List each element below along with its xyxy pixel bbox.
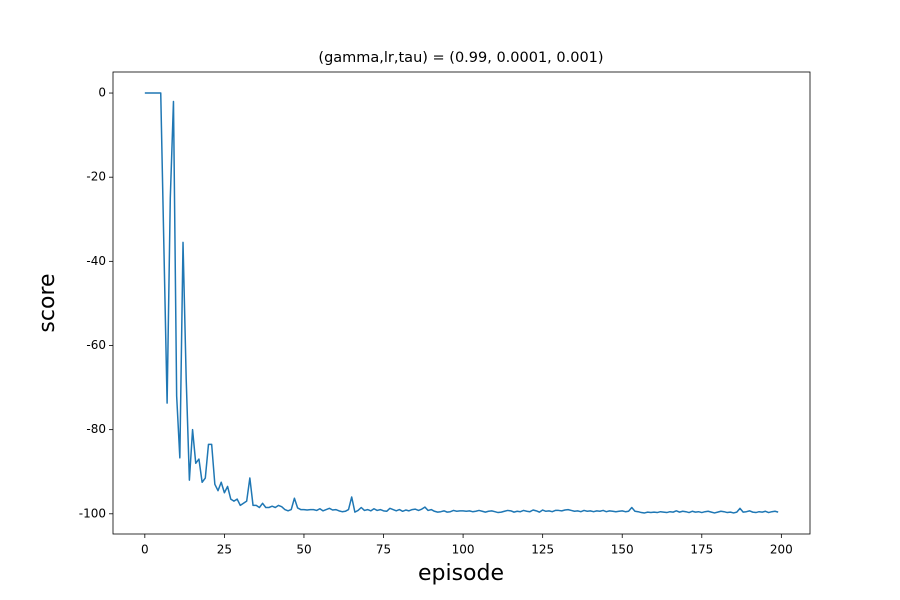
y-tick-label: -100	[79, 506, 106, 520]
x-tick-label: 150	[611, 543, 634, 557]
y-tick-label: -80	[86, 422, 106, 436]
x-tick-label: 25	[217, 543, 232, 557]
y-axis-label: score	[35, 273, 60, 332]
x-tick-label: 200	[770, 543, 793, 557]
data-line	[144, 92, 779, 514]
x-tick-label: 75	[376, 543, 391, 557]
y-tick-label: 0	[98, 86, 106, 100]
chart-title: (gamma,lr,tau) = (0.99, 0.0001, 0.001)	[318, 50, 603, 66]
x-tick-label: 175	[690, 543, 713, 557]
x-tick-label: 100	[452, 543, 475, 557]
y-tick-label: -20	[86, 170, 106, 184]
x-tick-label: 0	[141, 543, 149, 557]
y-tick-label: -60	[86, 338, 106, 352]
y-tick-label: -40	[86, 254, 106, 268]
x-tick-label: 125	[531, 543, 554, 557]
x-tick-label: 50	[296, 543, 311, 557]
x-axis-label: episode	[418, 561, 504, 586]
plot-frame	[112, 71, 811, 535]
